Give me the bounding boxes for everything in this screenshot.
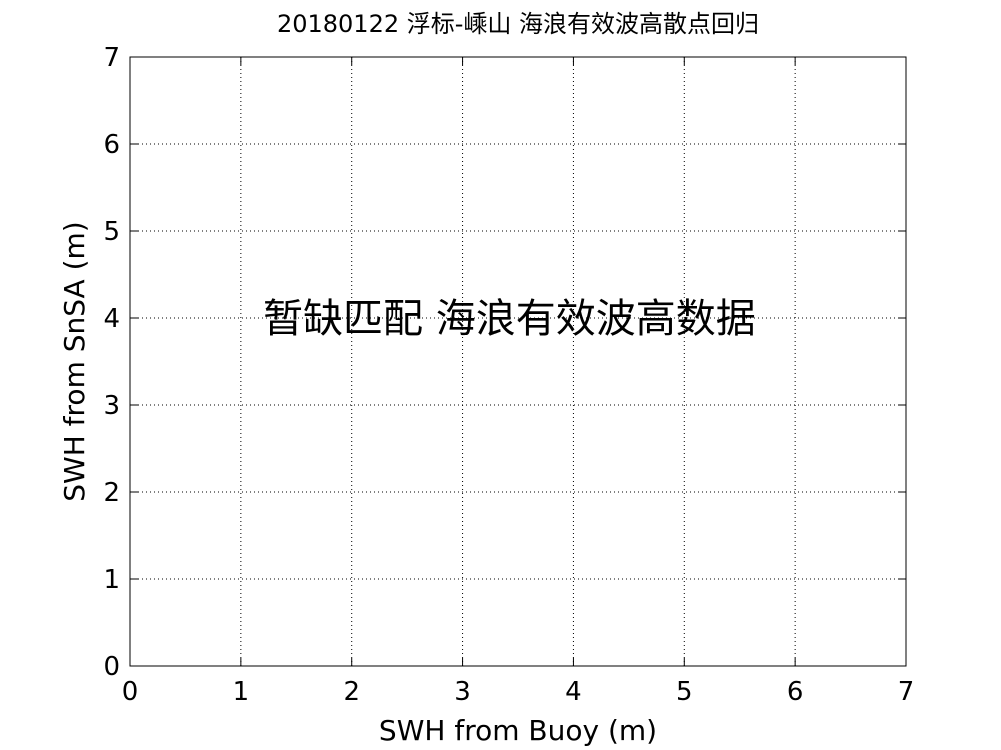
y-tick-label: 7 — [103, 43, 120, 73]
y-tick-label: 6 — [103, 130, 120, 160]
y-tick-label: 1 — [103, 565, 120, 595]
x-tick-label: 3 — [454, 677, 471, 707]
x-tick-label: 1 — [233, 677, 250, 707]
no-data-annotation: 暂缺匹配 海浪有效波高数据 — [263, 296, 756, 342]
tick-layer: 0 1 2 3 4 5 6 7 0 1 2 3 4 5 6 7 — [103, 43, 914, 707]
y-tick-label: 0 — [103, 652, 120, 682]
y-tick-label: 5 — [103, 217, 120, 247]
x-tick-label: 5 — [676, 677, 693, 707]
x-tick-label: 2 — [343, 677, 360, 707]
y-tick-label: 2 — [103, 478, 120, 508]
x-tick-label: 4 — [565, 677, 582, 707]
x-tick-label: 6 — [787, 677, 804, 707]
x-tick-label: 0 — [122, 677, 139, 707]
y-tick-label: 4 — [103, 304, 120, 334]
x-tick-label: 7 — [898, 677, 915, 707]
x-axis-label: SWH from Buoy (m) — [379, 714, 657, 747]
chart-title: 20180122 浮标-嵊山 海浪有效波高散点回归 — [277, 10, 759, 38]
plot-area — [129, 56, 907, 667]
y-axis-label: SWH from SnSA (m) — [58, 221, 91, 501]
y-tick-label: 3 — [103, 391, 120, 421]
grid-layer — [130, 57, 906, 666]
